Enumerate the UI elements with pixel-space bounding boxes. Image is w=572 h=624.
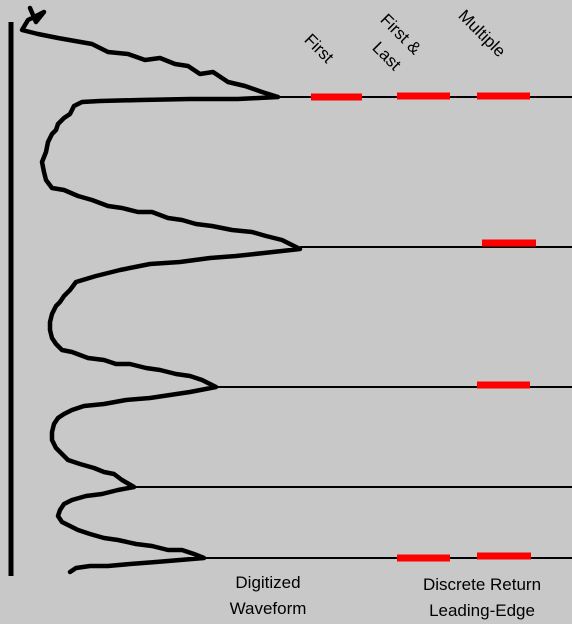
waveform-label-line2: Waveform: [229, 599, 307, 618]
return-markers: [311, 92, 536, 562]
waveform-label-line1: Digitized: [235, 573, 301, 592]
discrete-label-line2: Leading-Edge: [429, 601, 535, 620]
digitized-waveform-curve: [19, 5, 303, 575]
discrete-label-line1: Discrete Return: [422, 575, 542, 594]
